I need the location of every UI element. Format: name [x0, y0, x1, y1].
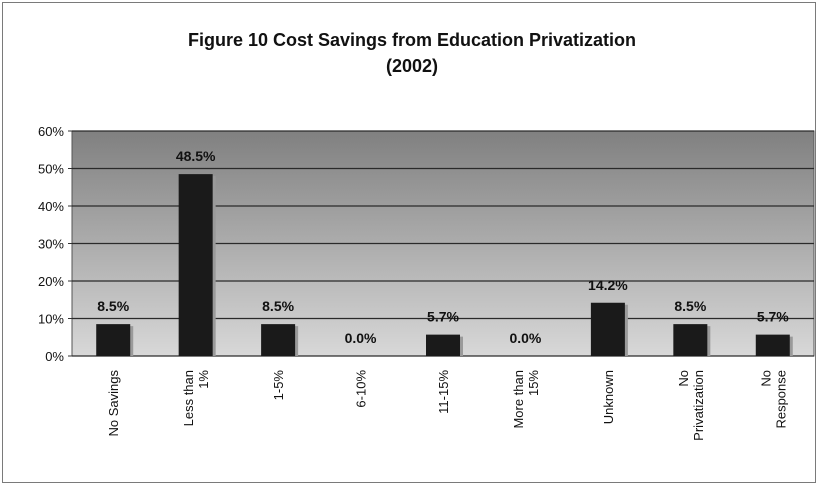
bar [426, 334, 460, 356]
data-label: 8.5% [262, 298, 294, 314]
y-tick-label: 20% [38, 274, 64, 289]
x-category-label: No Savings [106, 370, 121, 437]
data-label: 14.2% [588, 277, 628, 293]
x-axis-categories: No Savings Less than 1% 1-5% 6-10% 11-15% More… [106, 370, 788, 441]
x-category-label-line: No Savings [106, 370, 121, 437]
y-tick-label: 60% [38, 124, 64, 139]
data-label: 8.5% [674, 298, 706, 314]
bar [178, 174, 213, 356]
bar [673, 324, 708, 356]
x-category-label: No Privatization [676, 370, 706, 441]
data-label: 0.0% [509, 330, 541, 346]
x-category-label-line: Unknown [601, 370, 616, 424]
x-category-label-line: Response [773, 370, 788, 429]
chart-title: Figure 10 Cost Savings from Education Pr… [188, 30, 636, 50]
x-category-label: 1-5% [271, 370, 286, 401]
x-category-label: No Response [758, 370, 788, 429]
data-label: 48.5% [176, 148, 216, 164]
x-category-label: 6-10% [354, 370, 369, 408]
x-category-label: More than 15% [511, 370, 541, 429]
bar [96, 324, 131, 356]
x-category-label-line: Less than [181, 370, 196, 426]
y-tick-label: 0% [45, 349, 64, 364]
x-category-label-line: No [676, 370, 691, 387]
x-category-label-line: 6-10% [354, 370, 369, 408]
x-category-label-line: 1% [196, 370, 211, 389]
x-category-label-line: No [758, 370, 773, 387]
x-category-label-line: 15% [526, 370, 541, 396]
bar [261, 324, 296, 356]
x-category-label: Less than 1% [181, 370, 211, 427]
data-label: 0.0% [345, 330, 377, 346]
bar [755, 334, 790, 356]
y-axis-ticks: 0% 10% 20% 30% 40% 50% 60% [38, 124, 72, 364]
data-label: 5.7% [757, 309, 789, 325]
y-tick-label: 50% [38, 162, 64, 177]
y-tick-label: 40% [38, 199, 64, 214]
bar [590, 302, 625, 356]
x-category-label-line: 11-15% [436, 370, 451, 414]
y-tick-label: 10% [38, 312, 64, 327]
x-category-label-line: More than [511, 370, 526, 429]
y-tick-label: 30% [38, 237, 64, 252]
data-labels: 8.5% 48.5% 8.5% 0.0% 5.7% 0.0% 14.2% 8.5% 5.7% [97, 148, 789, 346]
x-category-label-line: 1-5% [271, 370, 286, 401]
data-label: 5.7% [427, 309, 459, 325]
data-label: 8.5% [97, 298, 129, 314]
x-category-label-line: Privatization [691, 370, 706, 441]
bars [96, 174, 793, 356]
chart-subtitle: (2002) [386, 56, 438, 76]
x-category-label: 11-15% [436, 370, 451, 414]
x-category-label: Unknown [601, 370, 616, 424]
